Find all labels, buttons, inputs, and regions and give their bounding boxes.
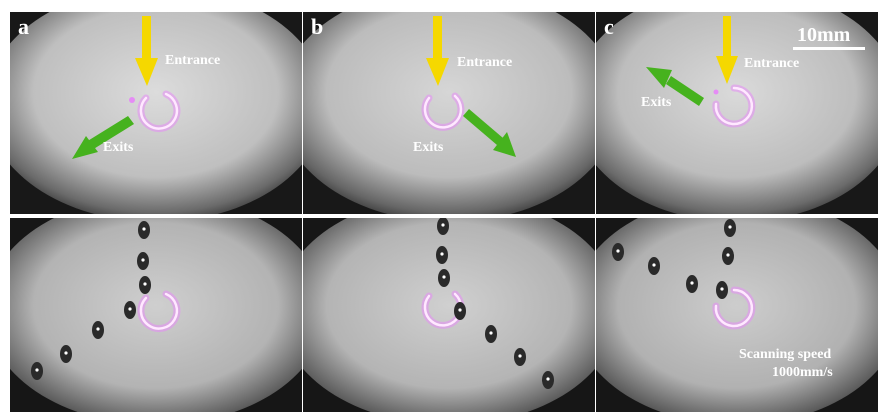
laser-ring-icon [712,286,756,330]
panel-c-bottom: Scanning speed 1000mm/s [596,218,878,412]
entrance-label: Entrance [457,55,513,70]
panel-c-top: c 10mm Entrance Exits [596,12,878,214]
photo-background [10,12,302,214]
scanning-speed-value: 1000mm/s [772,365,833,380]
panel-b-bottom [303,218,595,412]
photo-background [10,218,302,412]
scale-bar [793,47,865,50]
entrance-arrow-icon [426,16,449,86]
droplet-icon [436,218,554,389]
droplet-icon [31,221,151,380]
panel-label: b [311,14,324,39]
exit-arrow-icon [463,109,516,157]
scale-bar-label: 10mm [797,24,851,46]
photo-background [596,12,878,214]
exits-label: Exits [413,140,444,155]
panel-b-top: b Entrance Exits [303,12,595,214]
exit-arrow-icon [646,67,704,106]
photo-background [303,218,595,412]
photo-background [596,218,878,412]
entrance-arrow-icon [716,16,738,84]
exit-arrow-icon [72,116,134,159]
exits-label: Exits [103,140,134,155]
laser-ring-icon [421,92,465,131]
panel-a-bottom [10,218,302,412]
laser-ring-icon [137,290,181,333]
panel-label: a [18,14,29,39]
scanning-speed-label: Scanning speed [739,347,832,362]
exits-label: Exits [641,95,672,110]
laser-ring-icon [129,90,181,133]
entrance-arrow-icon [135,16,158,86]
laser-ring-icon [712,84,756,128]
panel-a-top: a Entrance Exits [10,12,302,214]
entrance-label: Entrance [744,56,800,71]
photo-background [303,12,595,214]
droplet-icon [612,219,736,299]
panel-label: c [604,14,614,39]
entrance-label: Entrance [165,53,221,68]
